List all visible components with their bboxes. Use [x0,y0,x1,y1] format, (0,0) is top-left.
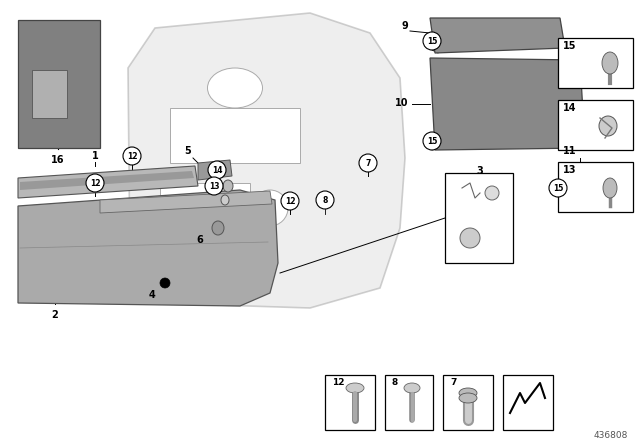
Circle shape [423,32,441,50]
Ellipse shape [223,180,233,192]
Text: 13: 13 [563,165,577,175]
Polygon shape [18,190,278,306]
Text: 2: 2 [52,310,58,320]
Circle shape [359,154,377,172]
Ellipse shape [404,383,420,393]
Text: 15: 15 [427,137,437,146]
Bar [18,20,100,148]
Polygon shape [560,168,602,200]
Circle shape [316,191,334,209]
Text: 3: 3 [477,166,483,176]
Text: 14: 14 [563,103,577,113]
Text: 436808: 436808 [594,431,628,440]
Text: 8: 8 [323,195,328,204]
Ellipse shape [459,393,477,403]
Bar [160,183,250,228]
Bar [443,375,493,430]
Polygon shape [18,166,198,198]
Bar [558,38,633,88]
Bar [558,100,633,150]
Text: 12: 12 [332,378,344,387]
Text: 12: 12 [285,197,295,206]
Bar [170,108,300,163]
Bar [385,375,433,430]
Ellipse shape [603,178,617,198]
Polygon shape [128,13,405,308]
Bar [32,70,67,118]
Bar [325,375,375,430]
Text: 15: 15 [563,41,577,51]
Text: 11: 11 [563,146,577,156]
Ellipse shape [212,221,224,235]
Text: 16: 16 [51,155,65,165]
Text: 12: 12 [127,151,137,160]
Text: 6: 6 [196,235,204,245]
Polygon shape [430,58,585,150]
Text: 7: 7 [365,159,371,168]
Text: 1: 1 [92,151,99,161]
Ellipse shape [602,52,618,74]
Text: 12: 12 [90,178,100,188]
Circle shape [460,228,480,248]
Text: 4: 4 [148,290,156,300]
Text: 15: 15 [427,36,437,46]
Circle shape [549,179,567,197]
Polygon shape [430,18,565,53]
Polygon shape [20,171,194,190]
Ellipse shape [221,195,229,205]
Bar [445,173,513,263]
Polygon shape [100,191,272,213]
Text: 5: 5 [184,146,191,156]
Circle shape [485,186,499,200]
Text: 10: 10 [394,98,408,108]
Bar [503,375,553,430]
Ellipse shape [346,383,364,393]
Text: 14: 14 [212,165,222,175]
Text: 15: 15 [553,184,563,193]
Polygon shape [198,160,232,180]
Text: 8: 8 [392,378,398,387]
Circle shape [160,278,170,288]
Text: 9: 9 [401,21,408,31]
Circle shape [208,161,226,179]
Text: 7: 7 [450,378,456,387]
Circle shape [423,132,441,150]
Text: 13: 13 [209,181,220,190]
Circle shape [281,192,299,210]
Circle shape [123,147,141,165]
Ellipse shape [599,116,617,136]
Circle shape [205,177,223,195]
Circle shape [252,190,288,226]
Bar [558,162,633,212]
Circle shape [86,174,104,192]
Ellipse shape [459,388,477,398]
Ellipse shape [207,68,262,108]
